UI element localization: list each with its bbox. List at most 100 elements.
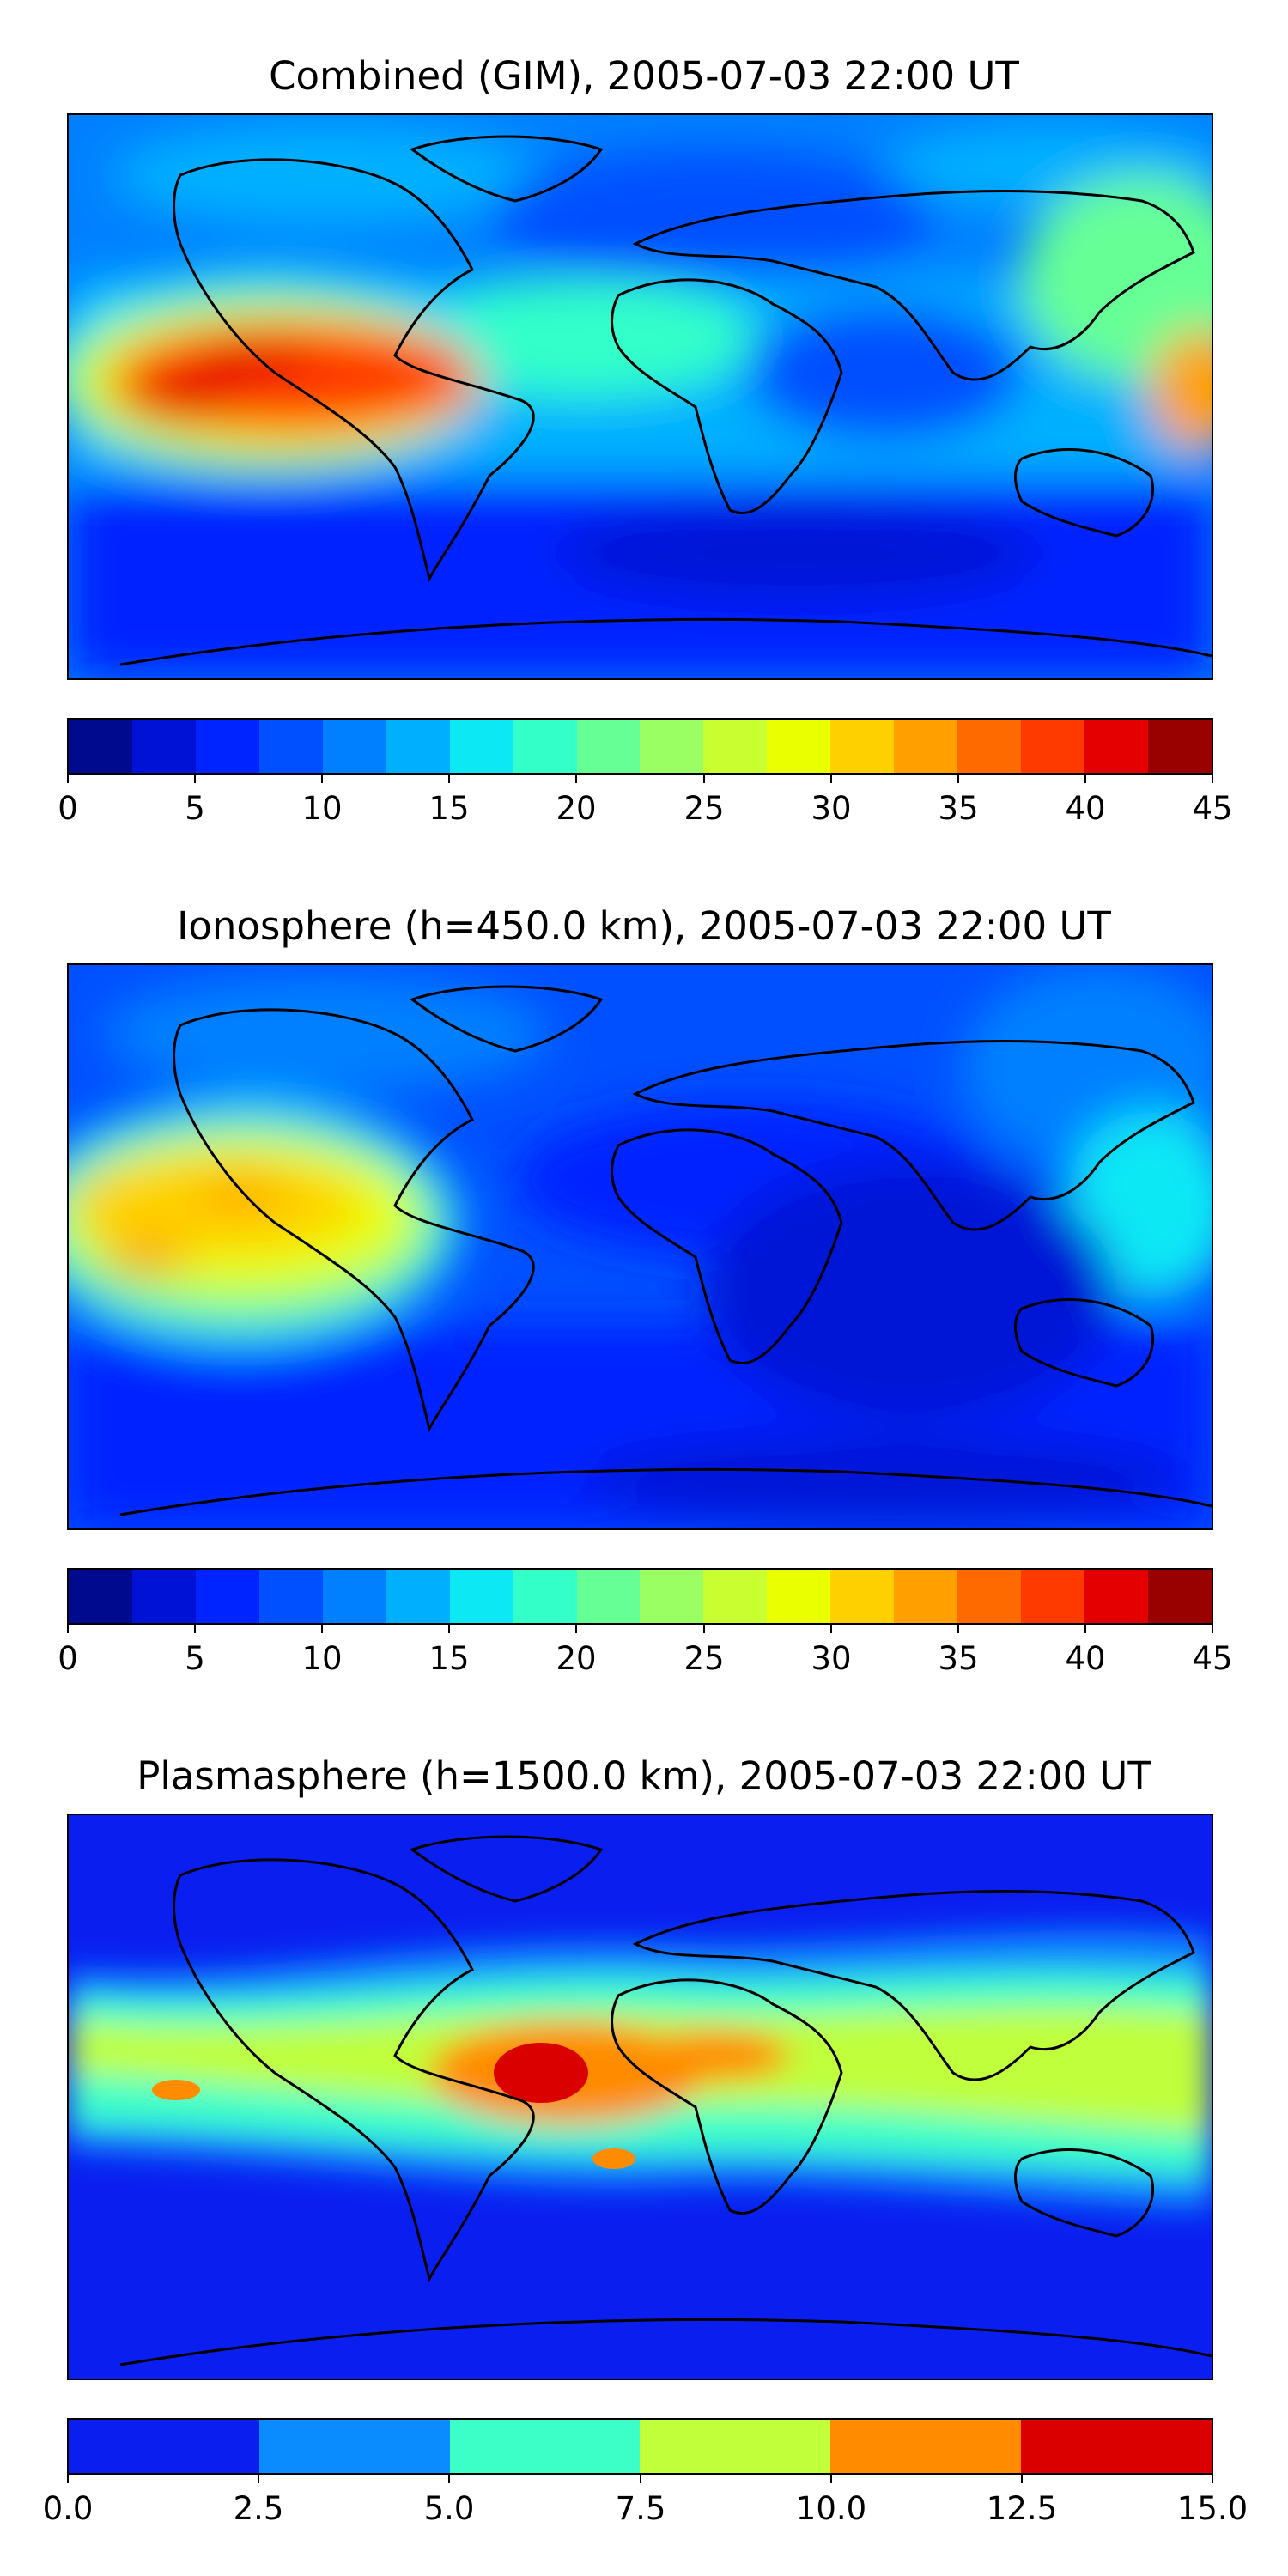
colorbar-tick-label: 35 [938,790,979,827]
combined-map-title: Combined (GIM), 2005-07-03 22:00 UT [269,53,1019,99]
colorbar-tick [321,775,323,783]
plasmasphere-map-canvas [69,1815,1212,2379]
plasmasphere-colorbar: 0.0 2.5 5.0 7.5 10.0 12.5 15.0 [43,2418,1248,2527]
colorbar-segment [131,720,196,773]
colorbar-segment [1021,1570,1084,1623]
colorbar-segment [703,720,768,773]
colorbar-segment [386,1570,450,1623]
colorbar-segment [131,1570,196,1623]
colorbar-tick [67,775,69,783]
colorbar-segment [195,1570,259,1623]
colorbar-tick [67,2475,69,2483]
colorbar-tick [575,1625,577,1633]
colorbar-tick-label: 7.5 [615,2490,666,2527]
plasmasphere-colorbar-scale [67,2418,1213,2475]
colorbar-tick [830,775,832,783]
colorbar-segment [195,720,259,773]
colorbar-segment [576,720,641,773]
colorbar-tick-label: 10.0 [795,2490,867,2527]
colorbar-segment [1021,720,1084,773]
colorbar-segment [1021,2420,1212,2473]
colorbar-tick-label: 40 [1065,1640,1106,1677]
colorbar-segment [449,2420,641,2473]
colorbar-tick-label: 25 [683,790,725,827]
colorbar-segment [894,720,958,773]
colorbar-tick-label: 5.0 [423,2490,475,2527]
colorbar-tick [957,1625,959,1633]
colorbar-tick-label: 10 [301,1640,343,1677]
colorbar-tick-label: 20 [556,1640,597,1677]
colorbar-segment [1147,720,1212,773]
colorbar-tick [1084,775,1086,783]
colorbar-tick [1021,2475,1023,2483]
colorbar-segment [513,720,577,773]
colorbar-segment [767,720,831,773]
combined-colorbar-scale [67,718,1213,775]
colorbar-tick [957,775,959,783]
colorbar-tick [1212,2475,1213,2483]
colorbar-segment [576,1570,641,1623]
colorbar-tick-label: 25 [683,1640,725,1677]
colorbar-segment [69,1570,132,1623]
colorbar-segment [513,1570,577,1623]
colorbar-segment [449,720,513,773]
colorbar-tick-label: 0.0 [42,2490,94,2527]
colorbar-tick [194,1625,196,1633]
colorbar-tick [67,1625,69,1633]
colorbar-segment [640,1570,704,1623]
colorbar-tick [1212,775,1213,783]
colorbar-segment [258,2420,450,2473]
colorbar-tick [830,1625,832,1633]
colorbar-tick [703,775,705,783]
colorbar-tick [640,2475,641,2483]
colorbar-tick-label: 2.5 [233,2490,284,2527]
combined-colorbar: 0 5 10 15 20 25 30 35 40 45 [58,718,1233,827]
colorbar-segment [957,1570,1022,1623]
colorbar-tick-label: 30 [811,1640,852,1677]
colorbar-tick-label: 35 [938,1640,979,1677]
plasmasphere-map [67,1814,1213,2380]
colorbar-segment [322,720,386,773]
colorbar-tick [258,2475,259,2483]
colorbar-tick-label: 5 [185,790,205,827]
colorbar-segment [258,720,323,773]
coastlines [119,985,1212,1516]
colorbar-tick [448,775,450,783]
colorbar-segment [830,2420,1022,2473]
colorbar-segment [258,1570,323,1623]
colorbar-segment [830,1570,895,1623]
ionosphere-map [67,963,1213,1530]
colorbar-segment [1084,1570,1148,1623]
colorbar-tick-label: 15 [428,790,470,827]
coastlines [119,1835,1212,2366]
colorbar-segment [69,2420,259,2473]
colorbar-tick [448,1625,450,1633]
plasmasphere-map-title: Plasmasphere (h=1500.0 km), 2005-07-03 2… [137,1753,1151,1799]
colorbar-tick [448,2475,450,2483]
colorbar-segment [957,720,1022,773]
colorbar-segment [449,1570,513,1623]
colorbar-tick [1212,1625,1213,1633]
ionosphere-colorbar: 0 5 10 15 20 25 30 35 40 45 [58,1568,1233,1677]
colorbar-tick [321,1625,323,1633]
colorbar-tick-label: 40 [1065,790,1106,827]
colorbar-segment [767,1570,831,1623]
colorbar-segment [830,720,895,773]
colorbar-tick [703,1625,705,1633]
ionosphere-colorbar-scale [67,1568,1213,1625]
colorbar-tick [194,775,196,783]
colorbar-tick-label: 45 [1192,1640,1233,1677]
colorbar-tick [830,2475,832,2483]
colorbar-segment [894,1570,958,1623]
ionosphere-map-title: Ionosphere (h=450.0 km), 2005-07-03 22:0… [177,903,1111,949]
ionosphere-map-canvas [69,965,1212,1528]
colorbar-segment [322,1570,386,1623]
colorbar-segment [69,720,132,773]
colorbar-tick-label: 15.0 [1176,2490,1249,2527]
colorbar-tick-label: 12.5 [986,2490,1058,2527]
colorbar-tick-label: 0 [58,790,78,827]
colorbar-tick-label: 0 [58,1640,78,1677]
coastlines [119,135,1212,666]
colorbar-tick-label: 10 [301,790,343,827]
colorbar-tick [1084,1625,1086,1633]
